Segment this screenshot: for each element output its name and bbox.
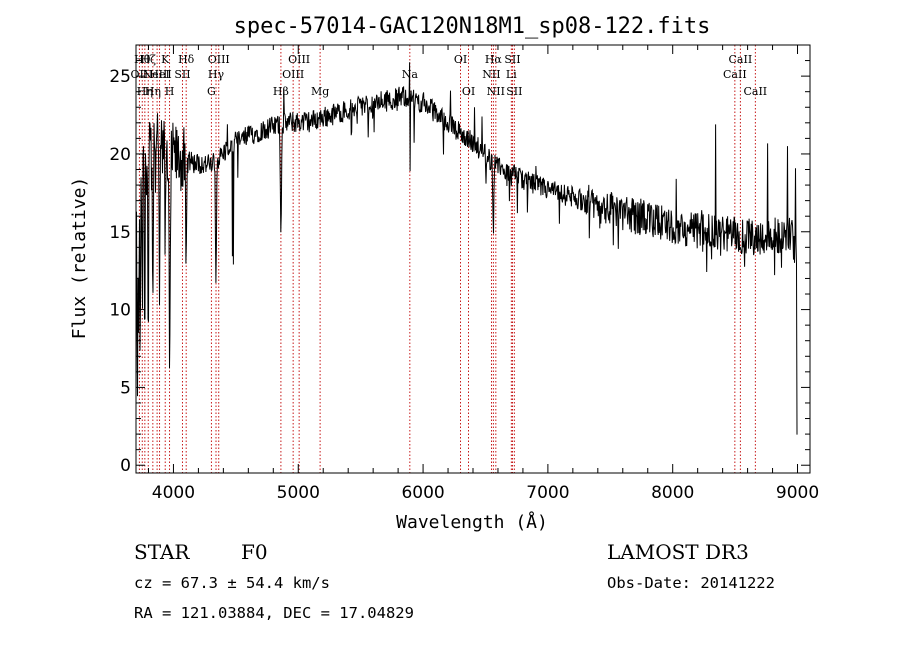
y-tick-label: 10 (109, 301, 131, 321)
line-marker-label: Hζ (140, 53, 156, 66)
y-tick-label: 20 (109, 145, 131, 165)
line-marker-label: Hδ (178, 53, 195, 66)
line-marker-label: Hγ (208, 68, 225, 81)
line-marker-label: Hα (485, 53, 503, 66)
line-marker-label: Hβ (273, 85, 289, 98)
line-marker-label: OII (131, 68, 149, 81)
y-axis-label: Flux (relative) (69, 177, 90, 340)
x-tick-label: 4000 (152, 483, 195, 503)
line-marker-label: OI (454, 53, 467, 66)
y-axis-ticks: 0 5 10 15 20 25 (109, 60, 810, 476)
line-marker-label: SII (504, 53, 520, 66)
line-marker-label: Hη (137, 85, 153, 98)
x-tick-label: 8000 (651, 483, 694, 503)
line-marker-label: OIII (208, 53, 230, 66)
line-marker-label: CaII (729, 53, 753, 66)
line-marker-label: NeIII (143, 68, 172, 81)
y-tick-label: 15 (109, 223, 131, 243)
line-marker-label: NII (482, 68, 500, 81)
line-marker-label: OIII (288, 53, 310, 66)
x-tick-label: 9000 (776, 483, 819, 503)
line-marker-label: G (207, 85, 216, 98)
line-marker-label: CaII (723, 68, 747, 81)
object-class: STAR (134, 540, 190, 564)
line-marker-label: SII (174, 68, 190, 81)
line-marker-label: SII (506, 85, 522, 98)
line-marker-label: K (161, 53, 170, 66)
line-marker-label: Hθ (134, 53, 151, 66)
y-tick-label: 5 (120, 378, 131, 398)
x-axis-label: Wavelength (Å) (396, 511, 548, 533)
line-marker-label: OI (462, 85, 475, 98)
line-marker-label: Li (506, 68, 517, 81)
line-marker-label: Mg (311, 85, 329, 98)
line-marker-label: CaII (743, 85, 767, 98)
coordinates-text: RA = 121.03884, DEC = 17.04829 (134, 604, 414, 622)
line-marker-label: H (165, 85, 175, 98)
survey-label: LAMOST DR3 (607, 540, 749, 564)
line-markers (138, 45, 756, 473)
obs-date-text: Obs-Date: 20141222 (607, 574, 775, 592)
x-tick-label: 6000 (401, 483, 444, 503)
x-tick-label: 5000 (277, 483, 320, 503)
object-subclass: F0 (241, 540, 268, 564)
redshift-text: cz = 67.3 ± 54.4 km/s (134, 574, 330, 592)
plot-frame (135, 44, 811, 474)
y-tick-label: 25 (109, 67, 131, 87)
line-marker-label: HeI (149, 68, 169, 81)
x-tick-label: 7000 (526, 483, 569, 503)
line-marker-label: NII (487, 85, 505, 98)
x-axis-ticks: 4000 5000 6000 7000 8000 9000 (147, 45, 819, 503)
line-marker-label: Hη (145, 85, 161, 98)
y-tick-label: 0 (120, 456, 131, 476)
chart-title: spec-57014-GAC120N18M1_sp08-122.fits (234, 14, 711, 39)
spectrum-line (135, 62, 798, 435)
line-marker-label: OIII (282, 68, 304, 81)
